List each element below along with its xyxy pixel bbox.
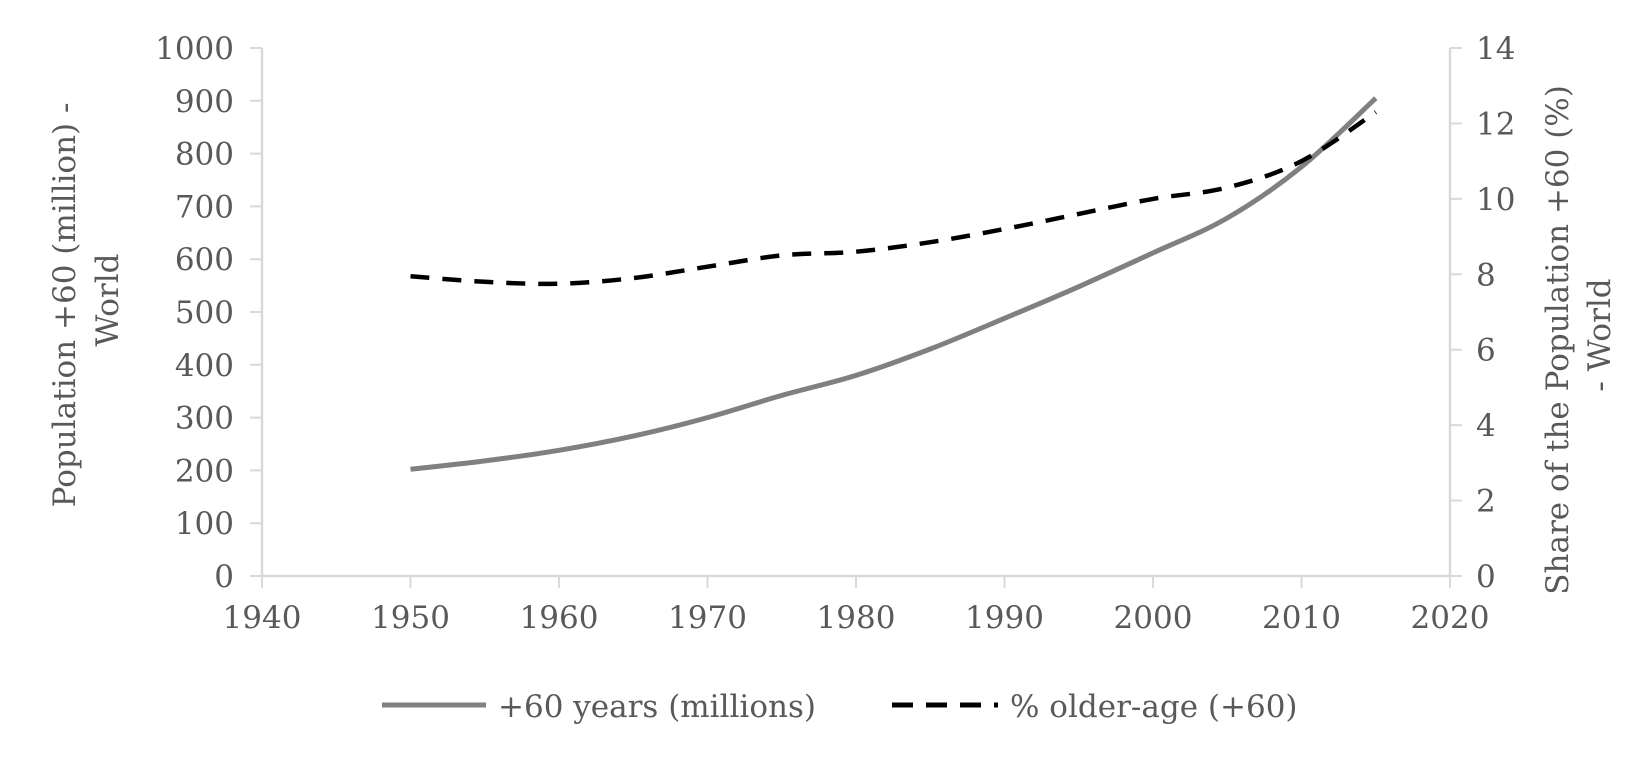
plot-area [410, 96, 1378, 472]
x-tick-label: 2000 [1114, 600, 1193, 636]
right-tick-label: 14 [1476, 31, 1515, 67]
right-tick-label: 8 [1476, 257, 1496, 293]
right-y-axis: 0 2 4 6 8 10 12 14 [1448, 31, 1515, 595]
right-tick-label: 2 [1476, 484, 1496, 520]
right-tick-label: 0 [1476, 559, 1496, 595]
x-tick-label: 1970 [668, 600, 747, 636]
legend-label-population: +60 years (millions) [498, 689, 816, 725]
right-axis-title-line-1: Share of the Population +60 (%) [1540, 85, 1576, 595]
left-tick-label: 100 [175, 506, 234, 542]
x-tick-label: 2010 [1262, 600, 1341, 636]
series-line-share-older-age [410, 110, 1378, 287]
left-tick-label: 600 [175, 242, 234, 278]
left-tick-label: 1000 [155, 31, 234, 67]
x-tick-label: 1990 [965, 600, 1044, 636]
x-tick-label: 1950 [371, 600, 450, 636]
left-y-axis: 0 100 200 300 400 500 600 700 800 900 1000 [155, 31, 264, 595]
x-tick-label: 2020 [1411, 600, 1490, 636]
left-axis-title-line-1: Population +60 (million) - [47, 103, 83, 508]
right-axis-title-line-2: - World [1582, 278, 1618, 391]
left-tick-label: 500 [175, 295, 234, 331]
left-tick-label: 400 [175, 348, 234, 384]
x-tick-label: 1940 [223, 600, 302, 636]
legend: +60 years (millions) % older-age (+60) [382, 689, 1298, 725]
left-tick-label: 300 [175, 401, 234, 437]
right-axis-title: Share of the Population +60 (%) - World [1540, 75, 1618, 594]
right-tick-label: 12 [1476, 106, 1515, 142]
left-tick-label: 700 [175, 189, 234, 225]
left-axis-title-line-2: World [90, 254, 126, 347]
x-tick-label: 1960 [520, 600, 599, 636]
right-tick-label: 6 [1476, 333, 1496, 369]
left-tick-label: 200 [175, 453, 234, 489]
series-line-population-60plus [410, 96, 1378, 472]
left-tick-label: 0 [214, 559, 234, 595]
left-axis-title: Population +60 (million) - World [47, 93, 126, 508]
legend-label-share: % older-age (+60) [1010, 689, 1298, 725]
x-tick-label: 1980 [817, 600, 896, 636]
left-tick-label: 900 [175, 84, 234, 120]
right-tick-label: 4 [1476, 408, 1496, 444]
left-tick-label: 800 [175, 137, 234, 173]
x-axis: 1940 1950 1960 1970 1980 1990 2000 2010 2020 [223, 574, 1490, 636]
right-tick-label: 10 [1476, 182, 1515, 218]
